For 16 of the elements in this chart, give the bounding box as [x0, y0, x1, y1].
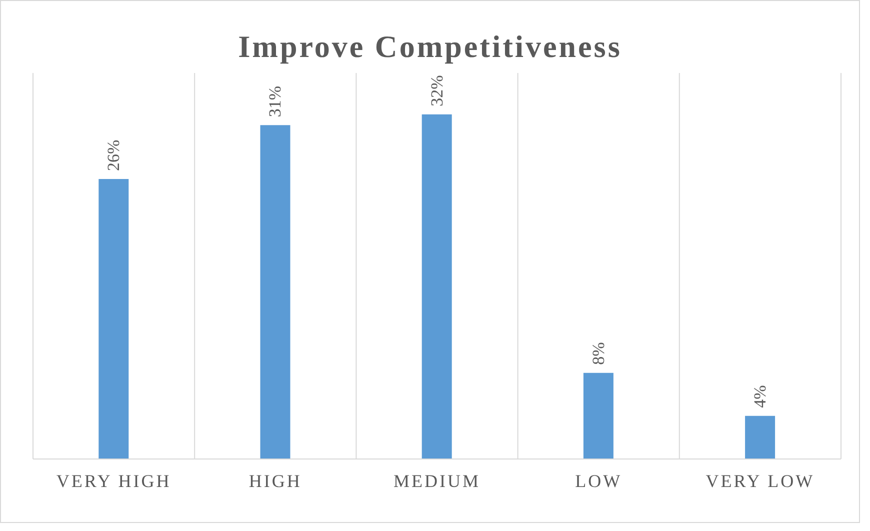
bar: [583, 372, 614, 459]
bar: [745, 416, 776, 459]
x-tick-label: VERY LOW: [706, 471, 815, 491]
bar: [422, 114, 452, 459]
x-tick-label: MEDIUM: [394, 471, 480, 491]
data-label: 31%: [266, 86, 285, 118]
x-tick-label: VERY HIGH: [56, 471, 172, 491]
x-tick-label: LOW: [575, 471, 622, 491]
data-label: 8%: [588, 342, 608, 365]
data-label: 32%: [427, 75, 446, 106]
bar: [260, 125, 290, 459]
chart-title: Improve Competitiveness: [237, 28, 623, 64]
x-tick-label: HIGH: [248, 471, 302, 491]
bar: [98, 178, 129, 459]
data-label: 26%: [104, 140, 124, 171]
data-label: 4%: [750, 385, 770, 408]
